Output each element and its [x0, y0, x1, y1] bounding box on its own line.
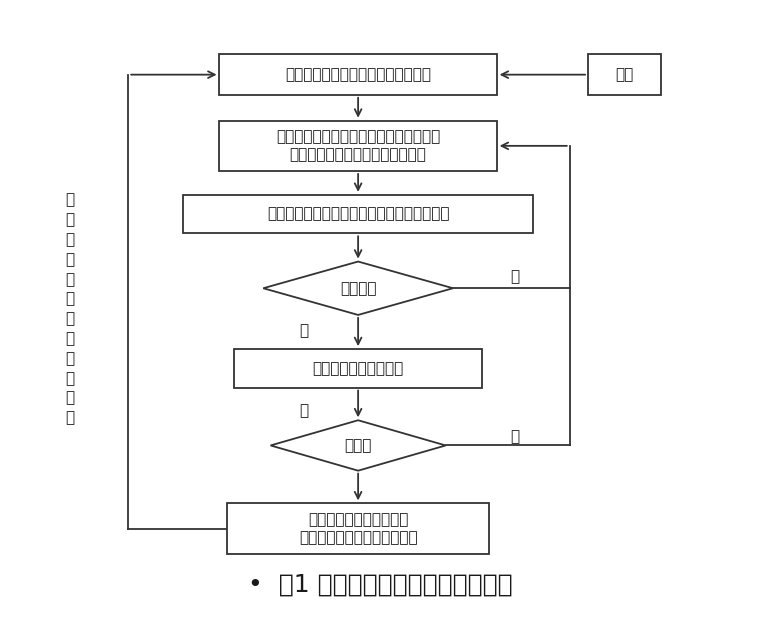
Polygon shape	[271, 420, 445, 471]
Text: •  图1 单元工程质量检验工作程序图: • 图1 单元工程质量检验工作程序图	[248, 573, 512, 597]
FancyBboxPatch shape	[220, 121, 497, 171]
Text: 施工单位进行自检，作好施工记录，填报
单元（工序）工程施工质量评定表: 施工单位进行自检，作好施工记录，填报 单元（工序）工程施工质量评定表	[276, 130, 440, 162]
Text: 是: 是	[299, 404, 308, 418]
FancyBboxPatch shape	[183, 195, 534, 234]
Text: 是: 是	[299, 323, 308, 339]
Text: 否: 否	[511, 269, 520, 284]
FancyBboxPatch shape	[220, 54, 497, 95]
Text: 监理单位现场抽样检验: 监理单位现场抽样检验	[312, 361, 404, 376]
Text: 否: 否	[511, 429, 520, 444]
Text: 处理: 处理	[616, 67, 634, 82]
Text: 进
入
下
一
单
元
（
工
序
）
工
程: 进 入 下 一 单 元 （ 工 序 ） 工 程	[65, 193, 74, 425]
FancyBboxPatch shape	[588, 54, 661, 95]
Text: 合格否: 合格否	[344, 438, 372, 453]
Text: 监理单位审核、签认单元
（工序）工程施工质量评定表: 监理单位审核、签认单元 （工序）工程施工质量评定表	[299, 512, 417, 544]
FancyBboxPatch shape	[234, 349, 482, 387]
Text: 单元（工序）工程施工（处理）完毕: 单元（工序）工程施工（处理）完毕	[285, 67, 431, 82]
Polygon shape	[263, 261, 453, 315]
Text: 审核结果: 审核结果	[340, 281, 376, 296]
Text: 监理单位审核自检资料是否真实、可靠、完整: 监理单位审核自检资料是否真实、可靠、完整	[267, 206, 449, 222]
FancyBboxPatch shape	[226, 503, 489, 554]
